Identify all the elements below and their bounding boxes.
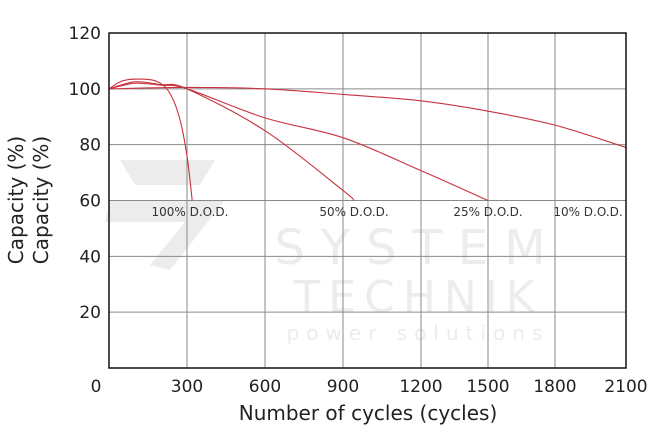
series-label: 50% D.O.D. bbox=[319, 205, 388, 219]
x-tick-label: 1800 bbox=[533, 377, 576, 397]
watermark-line1: SYSTEM bbox=[274, 220, 561, 276]
tick-labels: 0 300 600 900 1200 1500 1800 2100 20 40 60 80 100 120 bbox=[69, 24, 648, 397]
grid bbox=[109, 33, 626, 368]
x-axis-label: Number of cycles (cycles) bbox=[239, 401, 498, 425]
series-label: 100% D.O.D. bbox=[151, 205, 228, 219]
watermark-line2: TECHNIK bbox=[292, 272, 542, 323]
y-tick-label: 60 bbox=[79, 192, 101, 212]
y-tick-label: 100 bbox=[69, 80, 101, 100]
watermark-line3: power solutions bbox=[287, 321, 550, 345]
watermark-logo: SYSTEM TECHNIK power solutions bbox=[105, 160, 561, 345]
series-label: 10% D.O.D. bbox=[553, 205, 622, 219]
series-labels: 100% D.O.D. 50% D.O.D. 25% D.O.D. 10% D.O.D… bbox=[151, 205, 622, 219]
y-tick-label: 80 bbox=[79, 136, 101, 156]
series-lines bbox=[108, 78, 627, 202]
y-axis-label-duplicate: Capacity (%) bbox=[4, 136, 28, 264]
x-tick-label: 0 bbox=[91, 377, 102, 397]
x-tick-label: 600 bbox=[249, 377, 281, 397]
y-tick-label: 20 bbox=[79, 303, 101, 323]
x-tick-label: 900 bbox=[327, 377, 359, 397]
x-tick-label: 300 bbox=[171, 377, 203, 397]
series-line bbox=[108, 86, 627, 148]
y-tick-label: 120 bbox=[69, 24, 101, 44]
x-tick-label: 1200 bbox=[399, 377, 442, 397]
watermark-bolt-icon bbox=[105, 160, 225, 270]
series-line bbox=[108, 81, 355, 201]
x-tick-label: 1500 bbox=[466, 377, 509, 397]
y-axis-label: Capacity (%) bbox=[29, 136, 53, 264]
x-tick-label: 2100 bbox=[604, 377, 647, 397]
series-label: 25% D.O.D. bbox=[453, 205, 522, 219]
y-tick-label: 40 bbox=[79, 247, 101, 267]
plot-frame bbox=[108, 32, 627, 369]
series-line bbox=[108, 82, 489, 202]
